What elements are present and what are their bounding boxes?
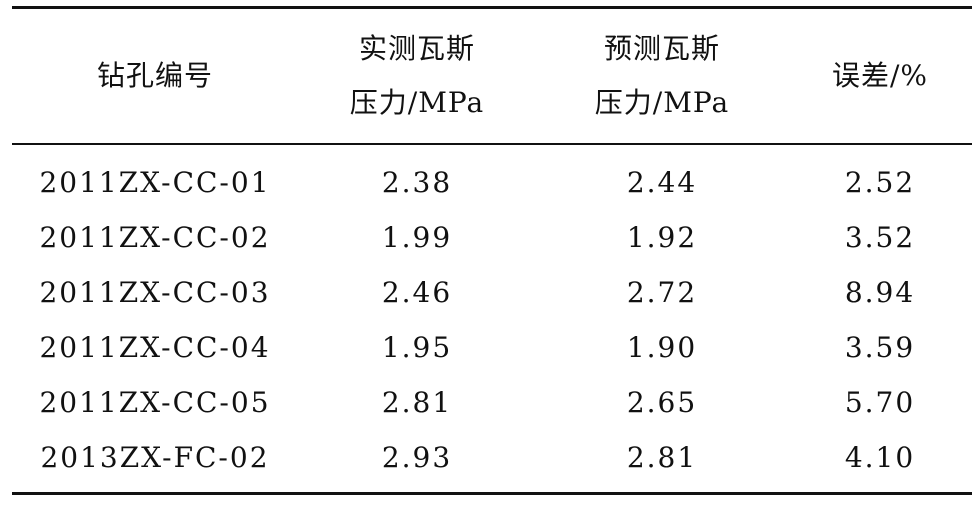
cell-measured-pressure: 2.46 xyxy=(381,276,453,309)
cell-error-percent: 3.59 xyxy=(844,331,916,364)
cell-predicted-pressure: 2.65 xyxy=(626,386,698,419)
cell-borehole-id: 2013ZX-FC-02 xyxy=(40,441,270,474)
header-predicted-pressure-line1: 预测瓦斯 xyxy=(603,32,720,65)
table-body: 2011ZX-CC-01 2.38 2.44 2.52 2011ZX-CC-02… xyxy=(12,155,972,485)
header-measured-pressure-line2: 压力/MPa xyxy=(349,86,485,119)
cell-error-percent: 5.70 xyxy=(844,386,916,419)
header-error-percent: 误差/% xyxy=(788,9,972,143)
cell-measured-pressure: 2.81 xyxy=(381,386,453,419)
table-row: 2011ZX-CC-03 2.46 2.72 8.94 xyxy=(12,265,972,320)
table-row: 2011ZX-CC-02 1.99 1.92 3.52 xyxy=(12,210,972,265)
cell-borehole-id: 2011ZX-CC-03 xyxy=(39,276,271,309)
header-predicted-pressure: 预测瓦斯 压力/MPa xyxy=(536,9,788,143)
cell-borehole-id: 2011ZX-CC-01 xyxy=(39,166,271,199)
table-bottom-rule xyxy=(12,492,972,495)
cell-error-percent: 2.52 xyxy=(844,166,916,199)
header-error-percent-text: 误差/% xyxy=(831,59,929,92)
header-borehole-id: 钻孔编号 xyxy=(12,9,298,143)
table-top-rule xyxy=(12,6,972,9)
header-measured-pressure-line1: 实测瓦斯 xyxy=(358,32,475,65)
table-row: 2011ZX-CC-01 2.38 2.44 2.52 xyxy=(12,155,972,210)
table-row: 2011ZX-CC-04 1.95 1.90 3.59 xyxy=(12,320,972,375)
cell-predicted-pressure: 1.92 xyxy=(626,221,698,254)
table-header: 钻孔编号 实测瓦斯 压力/MPa 预测瓦斯 压力/MPa 误差/% xyxy=(12,9,972,143)
cell-predicted-pressure: 1.90 xyxy=(626,331,698,364)
header-borehole-id-text: 钻孔编号 xyxy=(96,59,213,92)
cell-error-percent: 4.10 xyxy=(844,441,916,474)
cell-borehole-id: 2011ZX-CC-05 xyxy=(39,386,271,419)
cell-measured-pressure: 1.99 xyxy=(381,221,453,254)
header-predicted-pressure-line2: 压力/MPa xyxy=(594,86,730,119)
cell-predicted-pressure: 2.72 xyxy=(626,276,698,309)
cell-measured-pressure: 2.93 xyxy=(381,441,453,474)
table-row: 2013ZX-FC-02 2.93 2.81 4.10 xyxy=(12,430,972,485)
header-measured-pressure: 实测瓦斯 压力/MPa xyxy=(298,9,536,143)
cell-error-percent: 8.94 xyxy=(844,276,916,309)
cell-error-percent: 3.52 xyxy=(844,221,916,254)
cell-borehole-id: 2011ZX-CC-04 xyxy=(39,331,271,364)
cell-predicted-pressure: 2.81 xyxy=(626,441,698,474)
table-header-rule xyxy=(12,143,972,145)
cell-predicted-pressure: 2.44 xyxy=(626,166,698,199)
cell-measured-pressure: 1.95 xyxy=(381,331,453,364)
cell-measured-pressure: 2.38 xyxy=(381,166,453,199)
table-row: 2011ZX-CC-05 2.81 2.65 5.70 xyxy=(12,375,972,430)
cell-borehole-id: 2011ZX-CC-02 xyxy=(39,221,271,254)
